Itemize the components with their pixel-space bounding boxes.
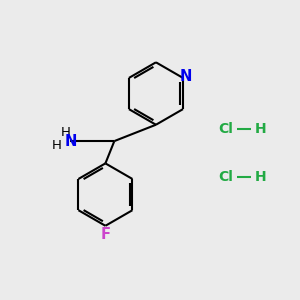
Text: H: H [51,139,61,152]
Text: N: N [180,69,192,84]
Text: H: H [255,122,266,136]
Text: N: N [65,134,77,148]
Text: Cl: Cl [218,170,233,184]
Text: Cl: Cl [218,122,233,136]
Text: H: H [60,126,70,139]
Text: F: F [100,226,110,242]
Text: H: H [255,170,266,184]
